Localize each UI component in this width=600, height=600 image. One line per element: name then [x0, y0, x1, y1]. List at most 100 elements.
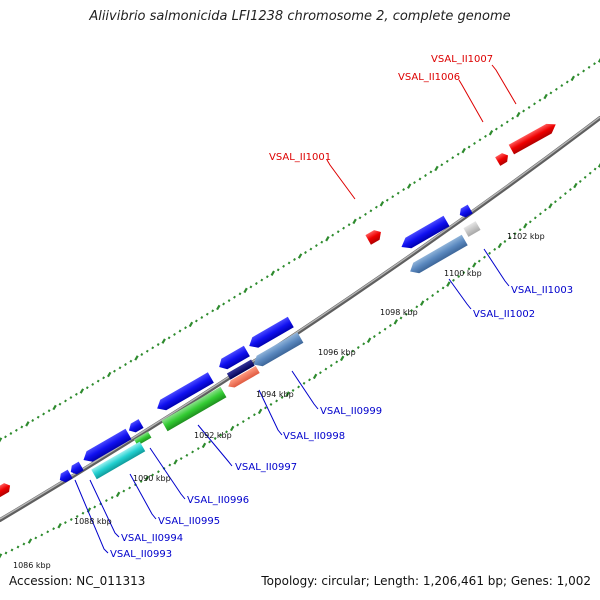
outer-tick [25, 421, 30, 427]
inner-tick [252, 413, 256, 417]
inner-tick [503, 240, 507, 243]
gene-label-VSAL_II1007: VSAL_II1007 [431, 54, 493, 65]
outer-tick [451, 156, 455, 160]
inner-tick [75, 514, 79, 518]
gene-label-VSAL_II1006: VSAL_II1006 [398, 72, 460, 83]
outer-tick [554, 87, 558, 91]
inner-tick [264, 406, 267, 410]
inner-tick [4, 551, 8, 555]
inner-tick [229, 425, 235, 432]
outer-tick [336, 230, 340, 234]
scale-label-1088: 1088 kbp [74, 517, 112, 526]
outer-tick [118, 366, 122, 370]
inner-tick [257, 408, 263, 415]
inner-tick [393, 319, 398, 325]
outer-tick [434, 165, 439, 172]
outer-tick [31, 419, 35, 422]
gene-label-VSAL_II1002: VSAL_II1002 [473, 309, 535, 320]
outer-tick [188, 321, 194, 328]
outer-tick [297, 253, 303, 259]
outer-tick [309, 247, 313, 251]
outer-tick [560, 84, 564, 88]
gene-feature-small-blue [459, 204, 473, 218]
inner-tick [225, 430, 228, 434]
outer-tick [342, 226, 346, 230]
outer-tick [205, 312, 209, 316]
inner-tick [27, 538, 33, 544]
outer-tick [58, 402, 62, 406]
outer-tick [402, 188, 406, 192]
outer-tick [167, 336, 171, 340]
outer-tick [145, 349, 149, 353]
outer-tick [161, 338, 166, 344]
outer-tick [473, 141, 476, 145]
inner-tick [597, 162, 600, 168]
accession-label: Accession: NC_011313 [9, 574, 146, 588]
outer-tick [587, 65, 591, 69]
inner-tick [573, 182, 578, 189]
gene-feature-blue-1089 [83, 428, 132, 462]
outer-tick [184, 326, 187, 330]
outer-tick [69, 396, 73, 400]
gene-label-VSAL_II0993: VSAL_II0993 [110, 549, 172, 560]
gene-feature-blue-1095 [219, 345, 250, 370]
outer-tick [440, 163, 444, 167]
inner-tick [383, 327, 387, 331]
outer-tick [488, 130, 494, 136]
inner-tick [497, 242, 503, 249]
inner-tick [477, 259, 481, 263]
inner-tick [173, 459, 178, 465]
outer-tick [516, 111, 521, 118]
inner-tick [10, 548, 14, 552]
outer-tick [467, 145, 471, 149]
inner-tick [104, 499, 108, 503]
inner-tick [593, 167, 597, 171]
inner-tick [40, 533, 44, 537]
inner-tick [467, 267, 471, 271]
inner-tick [191, 450, 195, 454]
outer-tick [270, 270, 275, 276]
gene-label-VSAL_II0998: VSAL_II0998 [283, 431, 345, 442]
inner-tick [528, 220, 532, 224]
inner-tick [0, 553, 3, 559]
inner-tick [404, 312, 408, 316]
outer-tick [369, 209, 373, 213]
inner-tick [508, 236, 512, 240]
inner-tick [493, 247, 497, 251]
gene-feature-VSAL_II0998 [228, 366, 260, 388]
outer-tick [358, 216, 362, 220]
inner-tick [335, 360, 339, 364]
inner-tick [324, 367, 328, 371]
inner-tick [378, 331, 382, 335]
inner-tick [462, 271, 466, 275]
outer-tick [582, 69, 586, 73]
gene-feature-VSAL_II1002-a [401, 215, 450, 249]
gene-feature-VSAL_II0995 [91, 441, 146, 480]
inner-tick [543, 208, 547, 212]
outer-tick [413, 181, 416, 185]
inner-tick [446, 281, 451, 287]
outer-tick [222, 302, 226, 306]
inner-tick [308, 378, 311, 382]
outer-tick [418, 177, 422, 181]
gene-feature-blue-1093 [157, 372, 214, 411]
outer-tick [233, 295, 236, 299]
outer-tick [522, 109, 526, 113]
outer-tick [445, 159, 449, 163]
outer-tick [494, 127, 498, 131]
inner-tick [346, 353, 349, 357]
outer-tick [64, 399, 67, 403]
inner-tick [553, 200, 557, 204]
outer-tick [140, 353, 144, 356]
leader-line-VSAL_II0993 [74, 479, 109, 554]
inner-tick [275, 399, 279, 403]
outer-tick [4, 435, 7, 439]
gene-label-VSAL_II0995: VSAL_II0995 [158, 516, 220, 527]
inner-tick [69, 518, 73, 521]
inner-tick [291, 388, 295, 392]
inner-tick [144, 475, 150, 481]
inner-tick [156, 470, 160, 474]
gene-feature-VSAL_II1003 [463, 221, 481, 237]
inner-tick [356, 346, 360, 349]
